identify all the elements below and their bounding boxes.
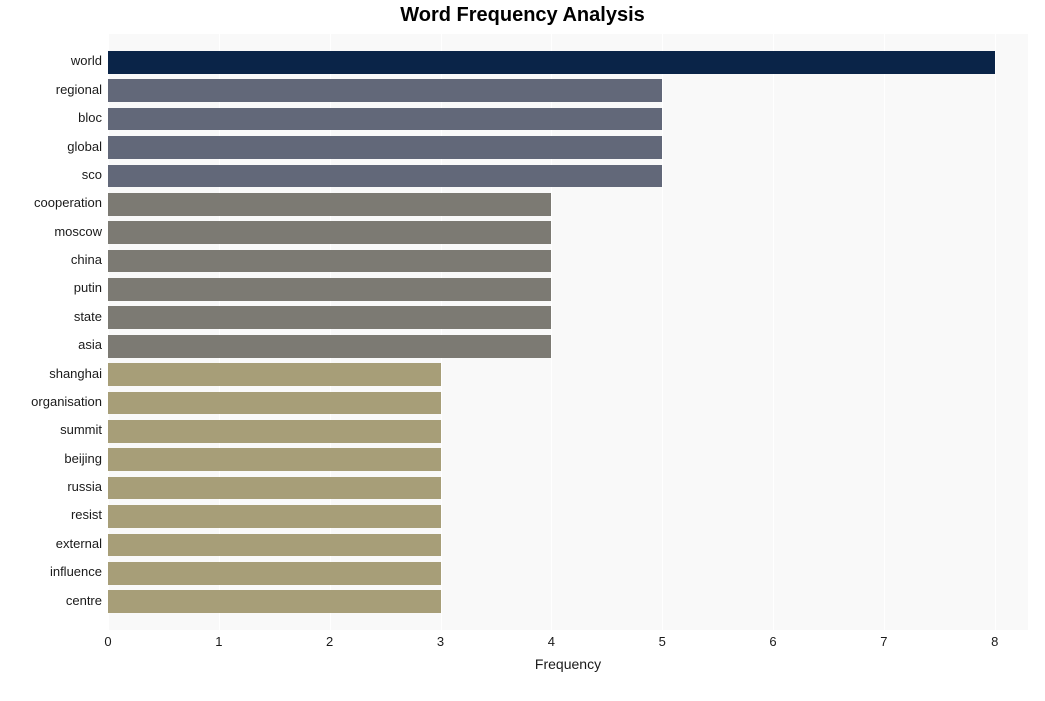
y-tick-label: centre <box>8 593 108 608</box>
y-tick-label: moscow <box>8 224 108 239</box>
bar <box>108 562 441 585</box>
bar <box>108 505 441 528</box>
y-tick-label: cooperation <box>8 195 108 210</box>
y-tick-label: world <box>8 53 108 68</box>
x-tick-label: 7 <box>880 634 887 649</box>
y-tick-label: external <box>8 536 108 551</box>
bar <box>108 306 551 329</box>
bar <box>108 79 662 102</box>
bar <box>108 448 441 471</box>
y-tick-label: russia <box>8 479 108 494</box>
chart-container: Word Frequency Analysis world regional blo… <box>0 0 1045 701</box>
chart-title: Word Frequency Analysis <box>0 4 1045 27</box>
y-tick-label: state <box>8 309 108 324</box>
y-tick-label: global <box>8 139 108 154</box>
bar <box>108 534 441 557</box>
x-tick-label: 3 <box>437 634 444 649</box>
plot-area <box>108 34 1028 630</box>
bar <box>108 165 662 188</box>
y-tick-label: influence <box>8 564 108 579</box>
y-tick-label: shanghai <box>8 366 108 381</box>
y-tick-label: asia <box>8 337 108 352</box>
bar <box>108 51 995 74</box>
bar <box>108 363 441 386</box>
bar <box>108 250 551 273</box>
bar <box>108 278 551 301</box>
bar <box>108 108 662 131</box>
y-tick-label: organisation <box>8 394 108 409</box>
bars-group <box>108 34 1028 630</box>
bar <box>108 193 551 216</box>
x-tick-label: 1 <box>215 634 222 649</box>
y-tick-label: summit <box>8 422 108 437</box>
x-tick-label: 8 <box>991 634 998 649</box>
y-tick-label: bloc <box>8 110 108 125</box>
bar <box>108 221 551 244</box>
bar <box>108 136 662 159</box>
x-tick-label: 5 <box>659 634 666 649</box>
bar <box>108 590 441 613</box>
y-tick-label: resist <box>8 507 108 522</box>
x-tick-label: 4 <box>548 634 555 649</box>
bar <box>108 392 441 415</box>
x-tick-label: 6 <box>769 634 776 649</box>
y-tick-label: sco <box>8 167 108 182</box>
x-axis-ticks: 012345678 <box>108 634 1028 654</box>
x-axis-label: Frequency <box>108 656 1028 672</box>
y-tick-label: beijing <box>8 451 108 466</box>
y-axis-labels: world regional bloc global sco cooperation mos… <box>0 34 108 630</box>
x-tick-label: 0 <box>104 634 111 649</box>
y-tick-label: regional <box>8 82 108 97</box>
bar <box>108 477 441 500</box>
bar <box>108 420 441 443</box>
bar <box>108 335 551 358</box>
y-tick-label: china <box>8 252 108 267</box>
y-tick-label: putin <box>8 280 108 295</box>
x-tick-label: 2 <box>326 634 333 649</box>
